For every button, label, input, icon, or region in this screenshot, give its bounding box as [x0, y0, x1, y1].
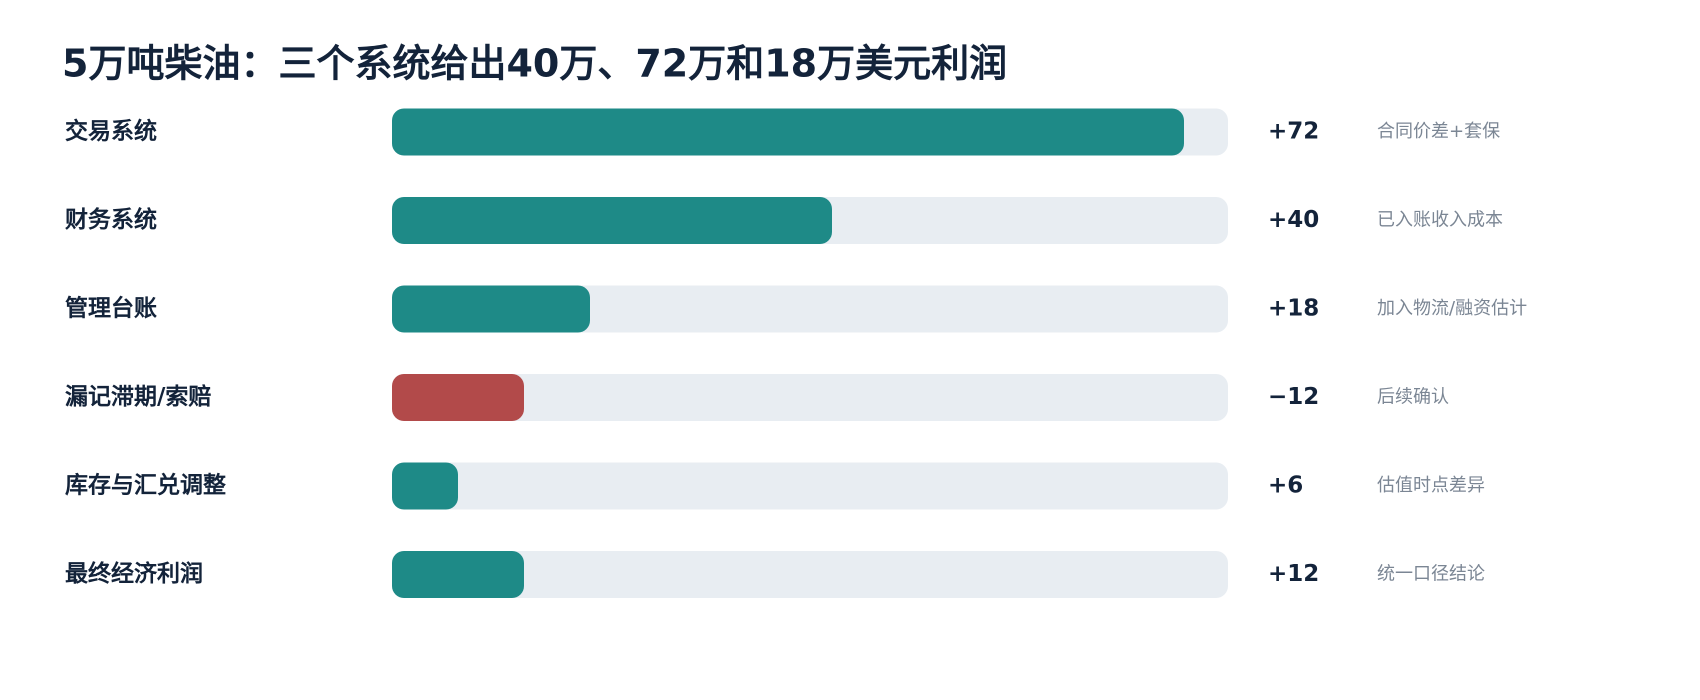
note: 统一口径结论: [1377, 564, 1485, 585]
category-label: 交易系统: [65, 118, 157, 145]
bar: [392, 197, 832, 244]
note: 加入物流/融资估计: [1377, 298, 1527, 319]
value-label: +18: [1268, 296, 1319, 322]
note: 已入账收入成本: [1377, 210, 1503, 231]
category-label: 财务系统: [65, 206, 157, 233]
note: 合同价差+套保: [1377, 121, 1500, 142]
bar: [392, 108, 1184, 156]
category-label: 最终经济利润: [65, 560, 203, 587]
bar: [392, 374, 524, 421]
value-label: +12: [1268, 561, 1319, 587]
value-label: +40: [1268, 207, 1319, 233]
note: 估值时点差异: [1377, 475, 1485, 496]
value-label: +72: [1268, 119, 1319, 145]
track: [392, 285, 1228, 333]
chart-title: 5万吨柴油：三个系统给出40万、72万和18万美元利润: [62, 42, 1007, 86]
bar: [392, 462, 458, 510]
track: [392, 551, 1228, 598]
category-label: 管理台账: [65, 295, 157, 322]
note: 后续确认: [1377, 387, 1449, 408]
track: [392, 374, 1228, 421]
category-label: 库存与汇兑调整: [65, 472, 226, 499]
category-label: 漏记滞期/索赔: [65, 384, 211, 410]
bar: [392, 285, 590, 333]
value-label: −12: [1268, 384, 1319, 410]
track: [392, 462, 1228, 510]
value-label: +6: [1268, 473, 1303, 499]
bar: [392, 551, 524, 598]
